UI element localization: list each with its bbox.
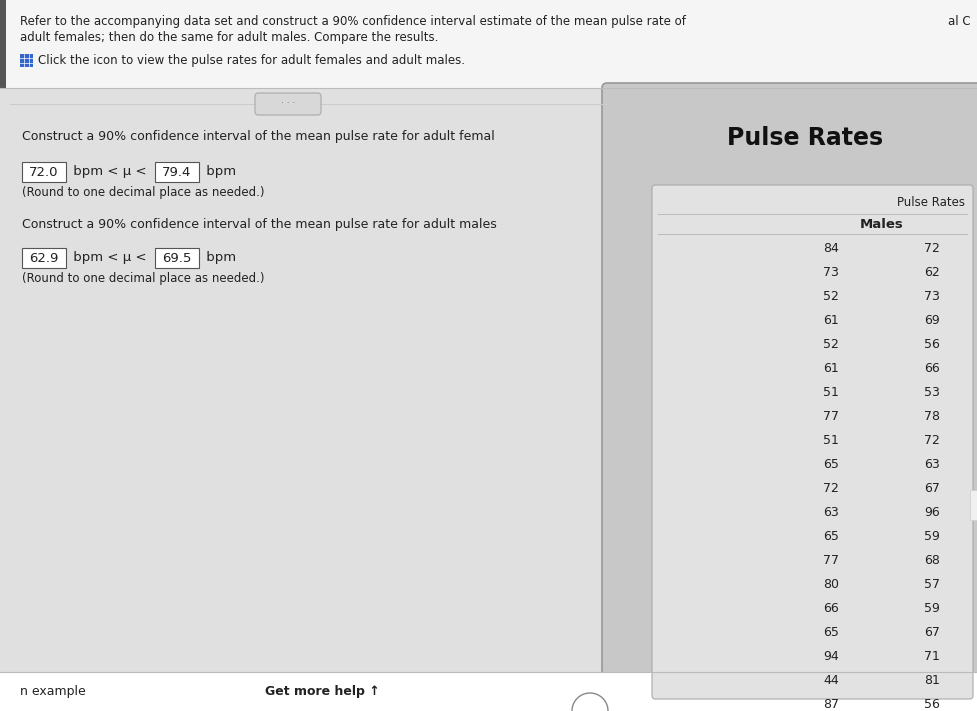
Text: 53: 53 xyxy=(923,386,939,399)
Bar xyxy=(154,162,198,182)
Text: Construct a 90% confidence interval of the mean pulse rate for adult males: Construct a 90% confidence interval of t… xyxy=(21,218,496,231)
Text: 79.4: 79.4 xyxy=(162,166,191,178)
Text: 62: 62 xyxy=(923,266,939,279)
Bar xyxy=(0,0,6,88)
Text: Construct a 90% confidence interval of the mean pulse rate for adult femal: Construct a 90% confidence interval of t… xyxy=(21,130,494,143)
Text: 78: 78 xyxy=(923,410,939,423)
Text: 51: 51 xyxy=(823,434,838,447)
Bar xyxy=(0,0,977,88)
Text: Get more help ↑: Get more help ↑ xyxy=(265,685,379,697)
Text: 69.5: 69.5 xyxy=(162,252,191,264)
Text: 51: 51 xyxy=(823,386,838,399)
Text: 69: 69 xyxy=(923,314,939,327)
Text: Pulse Rates: Pulse Rates xyxy=(896,196,964,209)
Text: 65: 65 xyxy=(823,626,838,639)
Bar xyxy=(154,248,198,268)
FancyBboxPatch shape xyxy=(652,185,972,699)
Text: Click the icon to view the pulse rates for adult females and adult males.: Click the icon to view the pulse rates f… xyxy=(38,54,464,67)
Text: 56: 56 xyxy=(923,698,939,711)
Text: Refer to the accompanying data set and construct a 90% confidence interval estim: Refer to the accompanying data set and c… xyxy=(20,15,685,28)
Bar xyxy=(0,88,616,711)
Text: bpm: bpm xyxy=(202,166,235,178)
Text: 87: 87 xyxy=(823,698,838,711)
Text: 63: 63 xyxy=(823,506,838,519)
Text: 61: 61 xyxy=(823,314,838,327)
Text: · · ·: · · · xyxy=(280,100,295,109)
Text: 94: 94 xyxy=(823,650,838,663)
Text: 62.9: 62.9 xyxy=(29,252,59,264)
Text: 65: 65 xyxy=(823,458,838,471)
Text: Males: Males xyxy=(859,218,903,231)
Bar xyxy=(0,672,977,711)
Text: 59: 59 xyxy=(923,602,939,615)
Text: 61: 61 xyxy=(823,362,838,375)
Text: 56: 56 xyxy=(923,338,939,351)
Text: 67: 67 xyxy=(923,626,939,639)
Text: 66: 66 xyxy=(923,362,939,375)
Bar xyxy=(21,162,65,182)
Bar xyxy=(20,54,33,67)
Text: 44: 44 xyxy=(823,674,838,687)
Text: 65: 65 xyxy=(823,530,838,543)
Text: 77: 77 xyxy=(823,410,838,423)
Text: adult females; then do the same for adult males. Compare the results.: adult females; then do the same for adul… xyxy=(20,31,438,44)
Text: 96: 96 xyxy=(923,506,939,519)
Bar xyxy=(0,88,977,711)
Text: 63: 63 xyxy=(923,458,939,471)
Text: 73: 73 xyxy=(823,266,838,279)
Text: 81: 81 xyxy=(923,674,939,687)
Text: 57: 57 xyxy=(923,578,939,591)
Text: (Round to one decimal place as needed.): (Round to one decimal place as needed.) xyxy=(21,272,264,285)
Text: 72: 72 xyxy=(923,242,939,255)
Text: bpm: bpm xyxy=(202,252,235,264)
FancyBboxPatch shape xyxy=(602,83,977,711)
Text: n example: n example xyxy=(20,685,86,697)
FancyBboxPatch shape xyxy=(255,93,320,115)
Text: 68: 68 xyxy=(923,554,939,567)
Text: 52: 52 xyxy=(823,338,838,351)
Text: 84: 84 xyxy=(823,242,838,255)
Bar xyxy=(21,248,65,268)
Text: 71: 71 xyxy=(923,650,939,663)
Text: (Round to one decimal place as needed.): (Round to one decimal place as needed.) xyxy=(21,186,264,199)
Text: 72: 72 xyxy=(823,482,838,495)
Text: bpm < μ <: bpm < μ < xyxy=(69,166,150,178)
Text: 73: 73 xyxy=(923,290,939,303)
Text: Pulse Rates: Pulse Rates xyxy=(726,126,882,150)
Text: 66: 66 xyxy=(823,602,838,615)
Text: 80: 80 xyxy=(823,578,838,591)
Text: 77: 77 xyxy=(823,554,838,567)
Text: 72: 72 xyxy=(923,434,939,447)
Text: 52: 52 xyxy=(823,290,838,303)
Text: 72.0: 72.0 xyxy=(29,166,59,178)
Bar xyxy=(969,490,977,520)
Text: bpm < μ <: bpm < μ < xyxy=(69,252,150,264)
Text: 59: 59 xyxy=(923,530,939,543)
Text: al C: al C xyxy=(947,15,969,28)
Text: 67: 67 xyxy=(923,482,939,495)
